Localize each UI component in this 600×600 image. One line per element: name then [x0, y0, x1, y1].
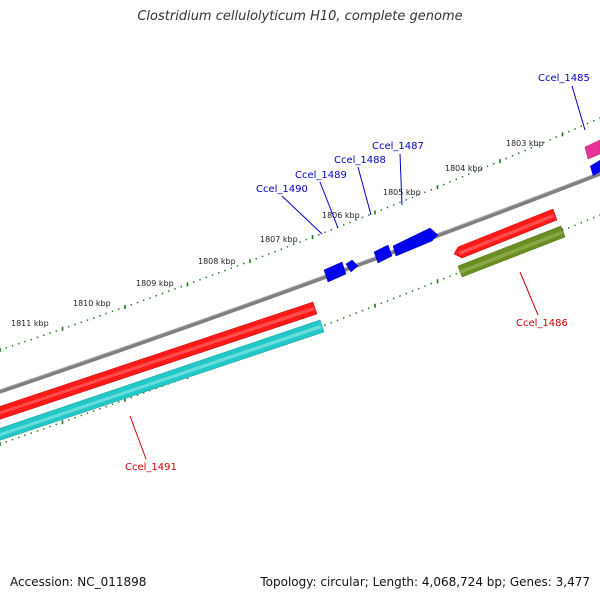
- gene-label-ccel-1485[interactable]: Ccel_1485: [538, 73, 590, 84]
- scale-label-1807: 1807 kbp: [260, 235, 298, 244]
- scale-ticks-outer: [0, 117, 600, 352]
- scale-label-1806: 1806 kbp: [322, 211, 360, 220]
- scale-label-1810: 1810 kbp: [73, 299, 111, 308]
- scale-label-1804: 1804 kbp: [445, 164, 483, 173]
- leader-ccel-1487: [399, 153, 403, 206]
- scale-label-1808: 1808 kbp: [198, 257, 236, 266]
- gene-ccel-1485[interactable]: [584, 139, 600, 176]
- scale-label-1811: 1811 kbp: [11, 319, 49, 328]
- gene-label-ccel-1486[interactable]: Ccel_1486: [516, 318, 568, 329]
- gene-ccel-1489[interactable]: [345, 259, 359, 273]
- leader-ccel-1488: [357, 166, 372, 216]
- gene-ccel-1487[interactable]: [392, 227, 439, 257]
- genome-summary: Topology: circular; Length: 4,068,724 bp…: [260, 575, 590, 589]
- gene-ccel-1488[interactable]: [373, 244, 393, 264]
- genome-backbone: [0, 171, 600, 394]
- gene-label-ccel-1487[interactable]: Ccel_1487: [372, 141, 424, 152]
- accession-label: Accession: NC_011898: [10, 575, 147, 589]
- scale-label-1803: 1803 kbp: [506, 139, 544, 148]
- gene-label-ccel-1489[interactable]: Ccel_1489: [295, 170, 347, 181]
- leader-ccel-1491: [129, 415, 147, 460]
- leader-ccel-1485: [571, 85, 586, 131]
- gene-label-ccel-1488[interactable]: Ccel_1488: [334, 155, 386, 166]
- gene-ccel-1490[interactable]: [323, 261, 347, 283]
- scale-label-1809: 1809 kbp: [136, 279, 174, 288]
- leader-ccel-1490: [281, 195, 323, 235]
- leader-ccel-1489: [319, 181, 339, 229]
- genome-backbone-highlight: [0, 171, 600, 391]
- gene-label-ccel-1490[interactable]: Ccel_1490: [256, 184, 308, 195]
- gene-ccel-1486[interactable]: [453, 208, 566, 278]
- leader-ccel-1486: [519, 271, 539, 316]
- map-title: Clostridium cellulolyticum H10, complete…: [137, 9, 463, 24]
- gene-ccel-1491[interactable]: [0, 301, 325, 442]
- gene-label-ccel-1491[interactable]: Ccel_1491: [125, 462, 177, 473]
